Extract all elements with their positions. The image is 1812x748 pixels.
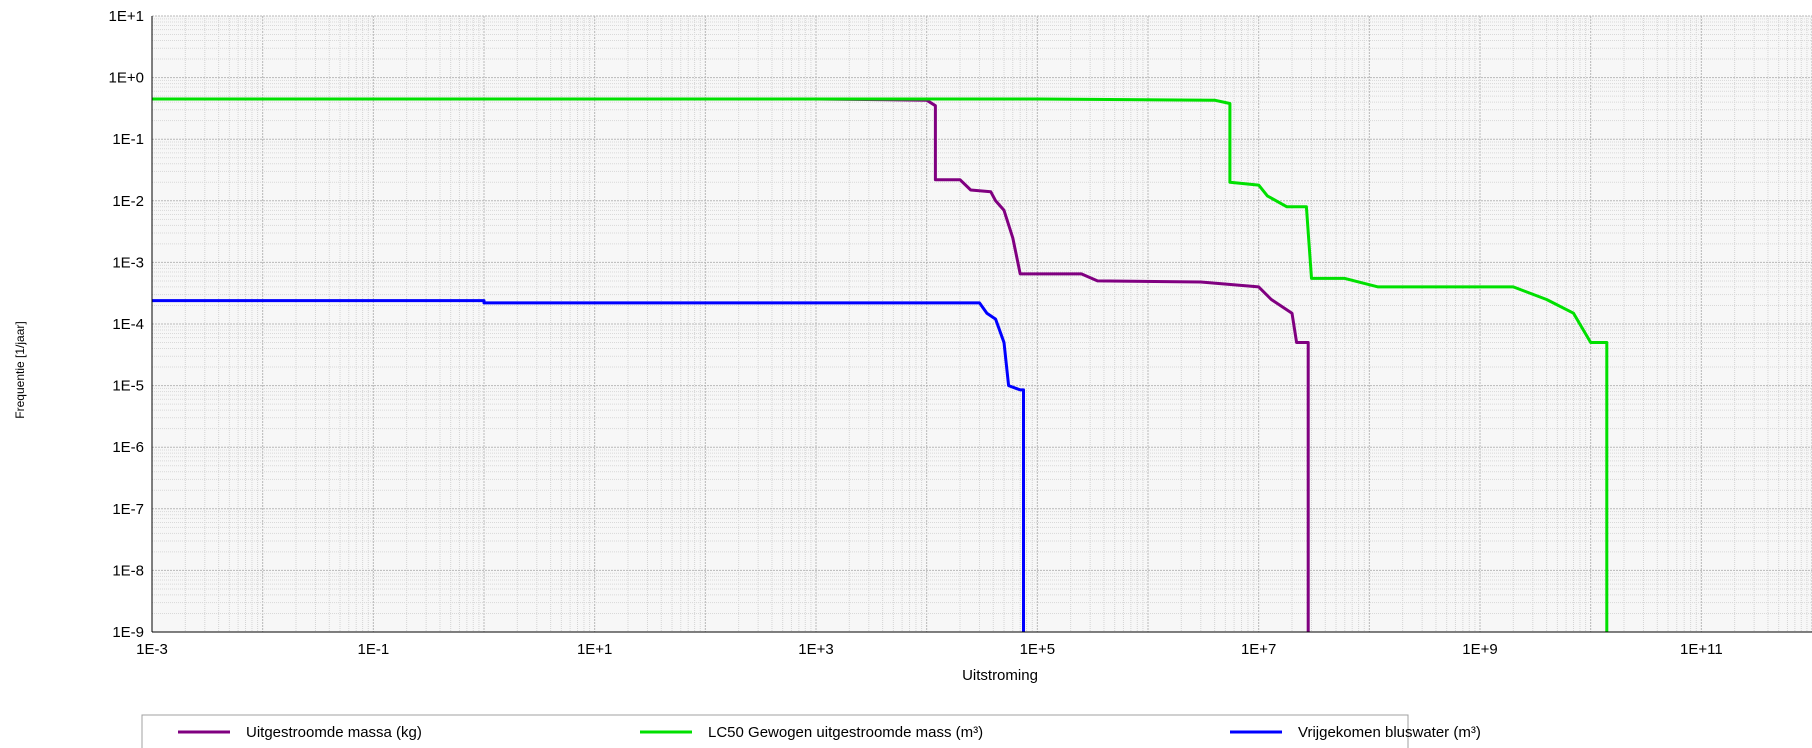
legend-label-3: Vrijgekomen bluswater (m³) [1298,724,1481,741]
y-tick-label: 1E-9 [112,624,144,641]
x-tick-label: 1E+1 [577,641,612,658]
y-tick-label: 1E-1 [112,131,144,148]
x-tick-label: 1E+7 [1241,641,1276,658]
y-tick-label: 1E-6 [112,439,144,456]
y-axis-label: Frequentie [1/jaar] [13,321,27,418]
x-tick-label: 1E+9 [1462,641,1497,658]
y-tick-label: 1E-3 [112,254,144,271]
x-tick-labels: 1E-3 1E-1 1E+1 1E+3 1E+5 1E+7 1E+9 1E+11 [136,641,1723,658]
x-tick-label: 1E+11 [1680,641,1723,658]
y-tick-labels: 1E+1 1E+0 1E-1 1E-2 1E-3 1E-4 1E-5 1E-6 1E-7 1E-8… [109,8,144,641]
grid [151,15,1812,633]
legend-box [141,714,1409,748]
x-tick-label: 1E-3 [136,641,168,658]
series-line-1 [152,97,1310,632]
series-line-2 [152,97,1609,632]
series-layer [152,97,1609,632]
y-tick-label: 1E-8 [112,562,144,579]
y-tick-label: 1E+1 [109,8,144,25]
legend-label-2: LC50 Gewogen uitgestroomde mass (m³) [708,724,983,741]
x-tick-label: 1E+3 [798,641,833,658]
legend-label-1: Uitgestroomde massa (kg) [246,724,422,741]
x-axis-label: Uitstroming [962,667,1038,684]
x-tick-label: 1E-1 [357,641,389,658]
y-tick-label: 1E-7 [112,501,144,518]
y-tick-label: 1E+0 [109,70,144,87]
y-tick-label: 1E-5 [112,378,144,395]
legend: Uitgestroomde massa (kg) LC50 Gewogen uit… [141,714,1481,748]
y-tick-label: 1E-4 [112,316,144,333]
axis-frame [151,16,1812,633]
y-tick-label: 1E-2 [112,193,144,210]
x-tick-label: 1E+5 [1020,641,1055,658]
series-line-3 [152,299,1025,632]
